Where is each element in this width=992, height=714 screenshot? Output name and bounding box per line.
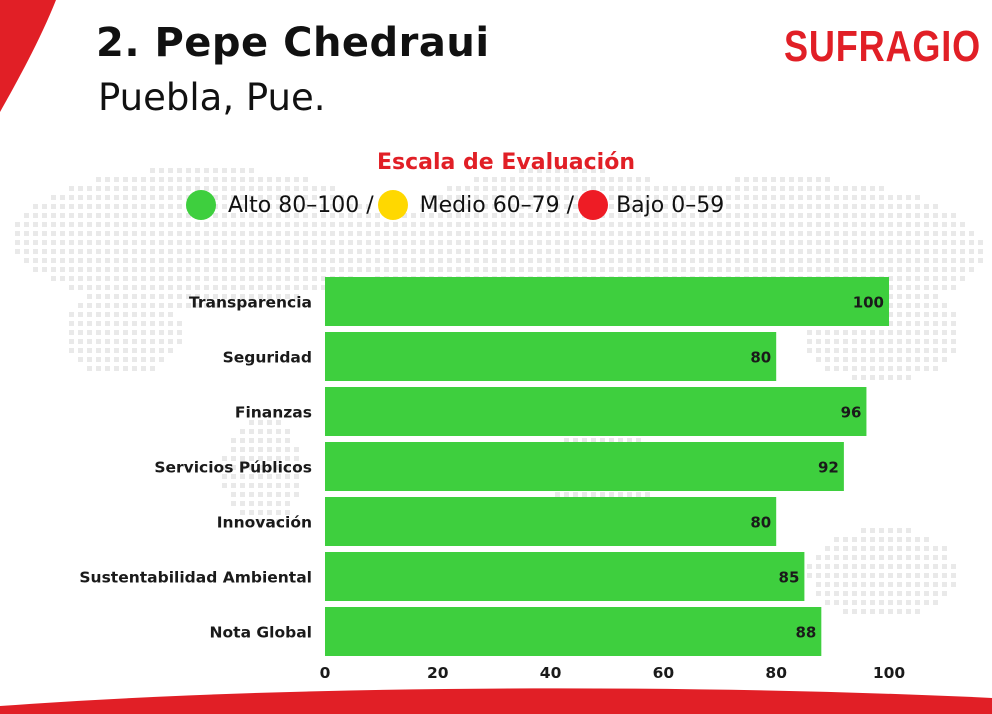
bar: [325, 607, 822, 656]
yellow-dot-icon: [377, 190, 408, 220]
legend-item-bajo: Bajo 0–59: [616, 192, 725, 218]
bar: [325, 552, 805, 601]
legend-title: Escala de Evaluación: [376, 150, 635, 175]
x-tick-label: 60: [653, 664, 675, 682]
page-subtitle: Puebla, Pue.: [98, 76, 326, 119]
bottom-swoosh: [0, 688, 992, 714]
category-label: Servicios Públicos: [154, 459, 312, 477]
data-label: 92: [818, 459, 839, 477]
category-label: Sustentabilidad Ambiental: [79, 569, 312, 587]
x-tick-label: 40: [540, 664, 562, 682]
corner-swoosh: [0, 0, 56, 112]
data-label: 100: [853, 294, 884, 312]
legend-item-alto: Alto 80–100 /: [228, 192, 374, 218]
legend-item-medio: Medio 60–79 /: [419, 192, 575, 218]
category-label: Nota Global: [210, 624, 312, 642]
category-label: Transparencia: [189, 294, 312, 312]
brand-logo: SUFRAGIO: [784, 22, 981, 71]
data-label: 96: [841, 404, 862, 422]
bar: [325, 387, 867, 436]
world-map-dots: [15, 168, 983, 614]
x-tick-label: 20: [427, 664, 449, 682]
x-tick-label: 80: [765, 664, 787, 682]
x-tick-label: 100: [873, 664, 906, 682]
red-dot-icon: [578, 190, 609, 220]
bar: [325, 277, 889, 326]
x-tick-label: 0: [320, 664, 331, 682]
green-dot-icon: [186, 190, 216, 220]
category-label: Seguridad: [223, 349, 312, 367]
bar: [325, 332, 777, 381]
bar: [325, 497, 777, 546]
category-label: Innovación: [217, 514, 312, 532]
page-title: 2. Pepe Chedraui: [96, 20, 490, 66]
data-label: 88: [795, 624, 816, 642]
category-label: Finanzas: [235, 404, 312, 422]
data-label: 85: [779, 569, 800, 587]
data-label: 80: [750, 514, 771, 532]
data-label: 80: [750, 349, 771, 367]
legend: Alto 80–100 / Medio 60–79 / Bajo 0–59: [186, 190, 724, 220]
bar: [325, 442, 844, 491]
